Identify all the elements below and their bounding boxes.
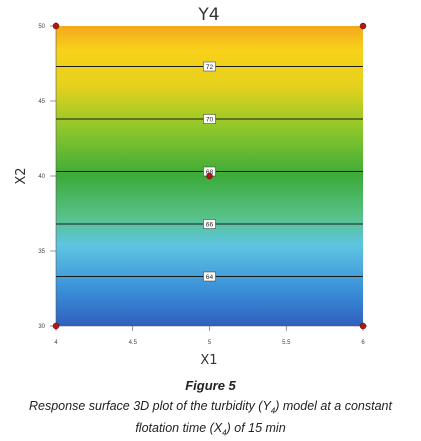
caption-line1-start: Response surface 3D plot of the turbidit… (29, 399, 271, 413)
design-point (359, 22, 367, 30)
design-point (206, 172, 213, 180)
contour-label: 64 (206, 274, 214, 281)
x-tick-label: 4.5 (129, 340, 138, 346)
y-tick-label: 45 (38, 99, 45, 105)
caption-line1-end: ) model at a constant (275, 399, 392, 413)
contour-label-box (203, 271, 216, 282)
contour-label: 66 (206, 221, 214, 228)
y-tick-label: 30 (38, 324, 45, 330)
caption-line1-subscript: 4 (270, 406, 276, 416)
caption-line2-end: ) of 15 min (226, 420, 286, 435)
x-tick-label: 4 (54, 340, 58, 346)
x-tick-label: 6 (361, 340, 365, 346)
contour-layer: 64 66 68 70 72 (56, 61, 363, 282)
contour-label: 70 (206, 116, 214, 123)
x-tick-label: 5.5 (282, 340, 291, 346)
design-points-layer (52, 22, 367, 330)
y-tick-label: 35 (38, 249, 45, 255)
design-point (52, 322, 60, 330)
design-point (52, 22, 60, 30)
axes-layer: 4 4.5 5 5.5 6 30 35 40 45 50 (38, 22, 367, 346)
design-point (359, 322, 367, 330)
figure-caption-text: Response surface 3D plot of the turbidit… (0, 398, 421, 441)
x-tick-label: 5 (208, 340, 212, 346)
y-tick-label: 40 (38, 174, 45, 180)
y-axis-label: X2 (14, 167, 29, 184)
contour-label: 72 (206, 64, 214, 71)
contour-label: 68 (206, 169, 214, 176)
y-tick-label: 50 (38, 24, 45, 30)
caption-line2-start: flotation time (X (135, 420, 223, 435)
chart-title: Y4 (197, 5, 219, 25)
caption-line2-subscript: 4 (222, 428, 227, 437)
contour-chart: Y4 64 66 68 70 72 4 4.5 5 5.5 6 30 35 40 45 50 X1 X2 (14, 5, 367, 368)
figure-caption-title: Figure 5 (185, 378, 236, 393)
x-axis-label: X1 (200, 353, 217, 368)
contour-label-box (203, 114, 216, 124)
contour-label-box (203, 61, 216, 72)
contour-label-box (203, 219, 216, 229)
